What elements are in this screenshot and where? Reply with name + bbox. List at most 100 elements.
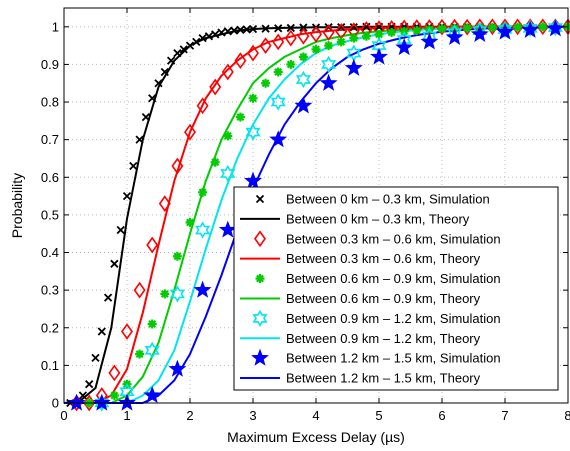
data-point <box>210 157 220 167</box>
data-point <box>270 93 286 111</box>
data-point <box>144 341 160 359</box>
y-tick-label: 0 <box>52 396 59 411</box>
data-point <box>370 47 388 65</box>
data-point <box>116 225 125 235</box>
data-point <box>192 37 201 46</box>
data-point <box>217 28 226 37</box>
x-tick-label: 2 <box>186 408 193 423</box>
data-point <box>78 391 88 400</box>
legend-label: Between 0.9 km – 1.2 km, Theory <box>286 331 481 346</box>
data-point <box>252 309 268 328</box>
x-tick-label: 8 <box>564 408 570 423</box>
series-markers <box>70 18 570 412</box>
legend-label: Between 0.6 km – 0.9 km, Theory <box>286 291 481 306</box>
data-point <box>487 23 497 33</box>
data-point <box>94 394 110 412</box>
x-tick-label: 4 <box>312 408 319 423</box>
legend-entry: Between 0.3 km – 0.6 km, Simulation <box>254 230 501 248</box>
data-point <box>103 293 113 302</box>
data-point <box>198 33 207 43</box>
data-point <box>349 33 359 43</box>
legend-label: Between 0.6 km – 0.9 km, Simulation <box>286 271 501 286</box>
data-point <box>412 26 422 36</box>
data-point <box>284 29 297 47</box>
data-point <box>319 73 338 91</box>
legend-label: Between 0.3 km – 0.6 km, Simulation <box>286 231 501 246</box>
data-point <box>470 24 489 42</box>
legend-label: Between 0.9 km – 1.2 km, Simulation <box>286 311 501 326</box>
data-point <box>311 44 321 54</box>
legend-entry: Between 0.3 km – 0.6 km, Theory <box>240 251 481 266</box>
legend-entry: Between 0 km – 0.3 km, Theory <box>240 211 470 226</box>
data-point <box>254 230 266 248</box>
data-point <box>420 32 439 50</box>
data-point <box>497 20 513 39</box>
data-point <box>248 93 258 103</box>
data-point <box>209 78 222 96</box>
data-point <box>436 18 448 36</box>
data-point <box>336 37 346 47</box>
data-point <box>321 55 337 74</box>
data-point <box>92 393 111 411</box>
data-point <box>148 94 157 103</box>
data-point <box>310 25 322 43</box>
data-point <box>198 187 208 197</box>
data-point <box>185 217 195 227</box>
legend-label: Between 0.3 km – 0.6 km, Theory <box>286 251 481 266</box>
data-point <box>135 349 145 359</box>
data-point <box>235 112 245 122</box>
data-point <box>158 195 171 212</box>
ticks: 0 1 2 3 4 5 6 7 8 0 0.1 0.2 0.3 0.4 0.5 0.6 0.7 0.8 0.9 1 <box>41 8 570 423</box>
y-axis-label: Probability <box>9 173 25 238</box>
data-point <box>261 24 270 33</box>
data-point <box>248 24 258 34</box>
data-point <box>195 221 211 239</box>
data-point <box>286 59 296 69</box>
data-point <box>374 29 384 39</box>
data-point <box>245 123 261 141</box>
data-point <box>184 123 196 141</box>
legend-label: Between 0 km – 0.3 km, Simulation <box>286 191 490 206</box>
data-point <box>234 52 247 70</box>
series-group <box>63 18 570 412</box>
data-point <box>204 32 214 41</box>
data-point <box>538 22 548 32</box>
x-tick-label: 1 <box>123 408 130 423</box>
data-point <box>297 27 310 45</box>
data-point <box>220 164 236 183</box>
data-point <box>273 67 283 77</box>
data-point <box>486 18 499 36</box>
data-point <box>395 38 414 56</box>
y-tick-label: 0.4 <box>41 245 59 260</box>
legend: Between 0 km – 0.3 km, Simulation Between… <box>233 186 559 391</box>
data-point <box>173 49 182 58</box>
y-tick-label: 0.2 <box>41 320 59 335</box>
data-point <box>513 22 523 32</box>
data-point <box>445 27 464 45</box>
data-point <box>122 191 132 201</box>
data-point <box>147 319 157 329</box>
y-tick-label: 0.5 <box>41 207 59 222</box>
data-point <box>299 23 308 32</box>
x-tick-label: 0 <box>60 408 67 423</box>
data-point <box>437 24 447 34</box>
data-point <box>259 37 272 54</box>
data-point <box>179 45 188 54</box>
data-point <box>133 281 146 299</box>
data-point <box>211 30 220 39</box>
data-point <box>91 353 100 362</box>
data-point <box>255 274 265 284</box>
data-point <box>247 44 259 62</box>
data-point <box>221 63 234 81</box>
legend-entry: Between 1.2 km – 1.5 km, Theory <box>240 371 481 386</box>
data-point <box>196 97 209 115</box>
data-point <box>462 23 472 33</box>
y-tick-label: 0.8 <box>41 95 59 110</box>
data-point <box>223 131 233 141</box>
data-point <box>160 289 170 299</box>
data-point <box>129 161 138 171</box>
data-point <box>171 157 184 175</box>
data-point <box>229 26 239 35</box>
data-point <box>135 135 144 144</box>
